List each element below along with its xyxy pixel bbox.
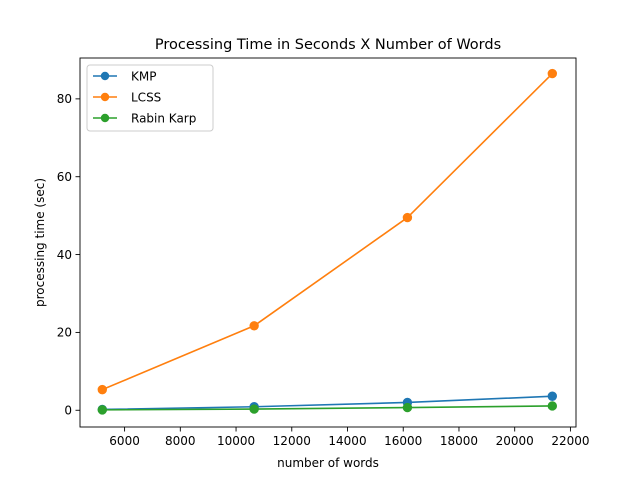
legend-label-kmp: KMP	[131, 69, 156, 83]
y-tick-label: 40	[57, 248, 72, 262]
chart-title: Processing Time in Seconds X Number of W…	[155, 37, 501, 53]
series-line-lcss	[101, 72, 554, 391]
legend-items: KMP LCSS Rabin Karp	[93, 69, 196, 125]
series-rabin-karp	[97, 401, 558, 415]
series-line-kmp	[101, 395, 554, 411]
plot-area	[79, 57, 577, 428]
series-layer	[97, 68, 558, 415]
data-point-lcss	[249, 321, 259, 331]
x-tick-label: 8000	[165, 434, 196, 448]
x-tick-label: 16000	[384, 434, 422, 448]
legend-item-rabin-karp: Rabin Karp	[93, 111, 196, 125]
y-tick-label: 0	[64, 404, 72, 418]
legend-marker-lcss	[100, 92, 110, 102]
x-tick-label: 20000	[496, 434, 534, 448]
legend-label-rabin-karp: Rabin Karp	[131, 111, 196, 125]
legend: KMP LCSS Rabin Karp	[86, 64, 214, 132]
series-lcss	[97, 68, 558, 395]
y-axis-label: processing time (sec)	[33, 178, 47, 307]
data-point-lcss	[547, 68, 558, 79]
data-point-lcss	[97, 384, 107, 395]
plot-frame	[79, 57, 577, 428]
y-tick-label: 80	[57, 92, 72, 106]
x-axis-label: number of words	[277, 456, 379, 470]
x-tick-label: 10000	[217, 434, 255, 448]
x-tick-label: 22000	[551, 434, 589, 448]
data-point-rabin-karp	[547, 401, 558, 411]
legend-marker-kmp	[100, 71, 110, 81]
legend-label-lcss: LCSS	[131, 90, 161, 104]
data-point-rabin-karp	[249, 404, 259, 414]
data-point-kmp	[547, 391, 558, 401]
data-point-lcss	[402, 212, 413, 223]
y-axis-ticks: 0 20 40 60 80	[57, 92, 80, 418]
series-line-rabin-karp	[101, 405, 554, 411]
y-tick-label: 20	[57, 326, 72, 340]
y-tick-label: 60	[57, 170, 72, 184]
x-tick-label: 12000	[273, 434, 311, 448]
x-tick-label: 18000	[440, 434, 478, 448]
x-tick-label: 6000	[109, 434, 140, 448]
legend-item-kmp: KMP	[93, 69, 156, 83]
data-point-rabin-karp	[97, 405, 107, 415]
legend-marker-rabin-karp	[100, 113, 110, 123]
legend-item-lcss: LCSS	[93, 90, 161, 104]
x-axis-ticks: 6000 8000 10000 12000 14000 16000 18000 20000 22…	[109, 427, 590, 448]
x-tick-label: 14000	[328, 434, 366, 448]
data-point-rabin-karp	[402, 402, 413, 413]
legend-box	[86, 64, 214, 132]
